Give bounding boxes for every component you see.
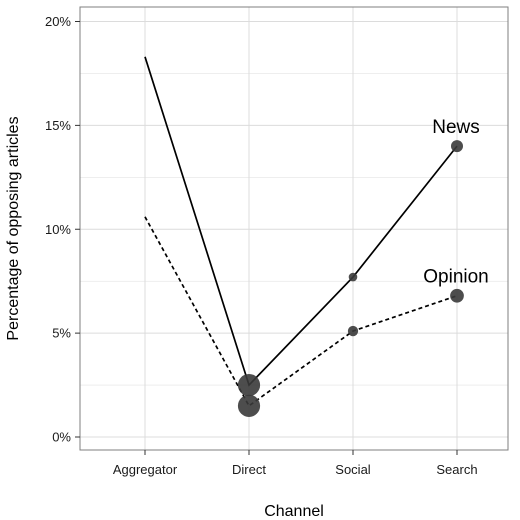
y-tick-label: 5% xyxy=(52,326,71,341)
series-labels: News Opinion xyxy=(423,117,489,288)
opinion-series-label: Opinion xyxy=(423,267,489,288)
news-series-label: News xyxy=(432,117,480,138)
opinion-point xyxy=(450,288,464,303)
y-tick-label: 15% xyxy=(45,118,71,133)
axes: 0% 5% 10% 15% 20% Aggregator Direct Social Searc… xyxy=(45,14,478,477)
points-layer xyxy=(237,140,464,417)
opinion-series-line xyxy=(144,216,458,408)
y-tick-label: 10% xyxy=(45,222,71,237)
opinion-point xyxy=(347,325,359,337)
news-point xyxy=(348,272,358,282)
news-point xyxy=(237,373,261,397)
y-tick-label: 20% xyxy=(45,14,71,29)
x-tick-label: Direct xyxy=(232,462,266,477)
y-axis-title: Percentage of opposing articles xyxy=(5,116,22,340)
x-tick-label: Aggregator xyxy=(113,462,178,477)
panel-border xyxy=(79,6,509,451)
grid xyxy=(80,7,508,450)
news-point xyxy=(451,140,463,153)
series-layer xyxy=(144,56,458,408)
x-tick-label: Social xyxy=(335,462,371,477)
x-tick-label: Search xyxy=(436,462,477,477)
y-tick-label: 0% xyxy=(52,430,71,445)
x-axis-title: Channel xyxy=(264,503,324,520)
opinion-point xyxy=(237,394,261,417)
news-series-line xyxy=(144,56,458,387)
